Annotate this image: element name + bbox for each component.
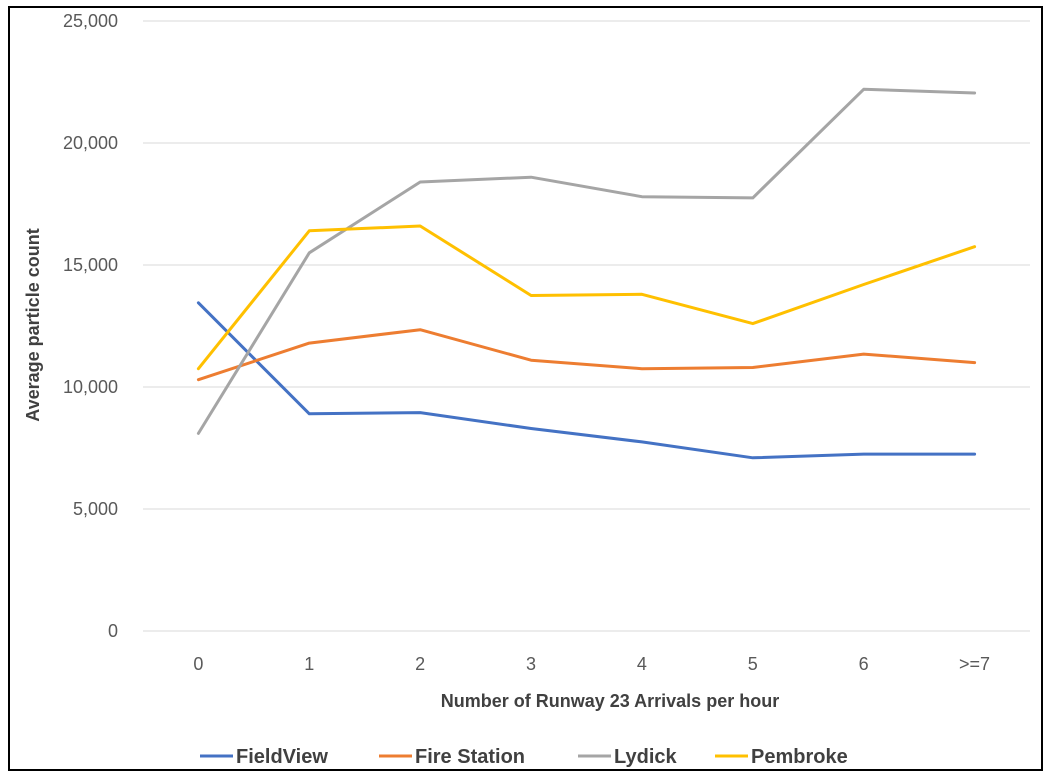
series-line-fieldview (196, 301, 977, 460)
y-tick-label: 15,000 (63, 255, 118, 275)
y-tick-label: 5,000 (73, 499, 118, 519)
x-axis-ticks: 0 1 2 3 4 5 6 >=7 (193, 654, 990, 674)
legend: FieldView Fire Station Lydick Pembroke (200, 746, 848, 768)
legend-item: Fire Station (379, 746, 525, 768)
series-line-lydick (196, 87, 977, 435)
y-tick-label: 0 (108, 621, 118, 641)
x-tick-label: 3 (526, 654, 536, 674)
x-tick-label: >=7 (959, 654, 990, 674)
y-tick-label: 25,000 (63, 11, 118, 31)
chart-frame (8, 6, 1043, 771)
y-axis-title: Average particle count (23, 228, 43, 421)
x-axis-title: Number of Runway 23 Arrivals per hour (441, 691, 779, 711)
series-line-fire-station (196, 328, 977, 382)
legend-label: Lydick (614, 746, 677, 768)
gridlines (143, 20, 1030, 632)
legend-label: Pembroke (751, 746, 848, 768)
x-tick-label: 4 (637, 654, 647, 674)
series-lines (196, 87, 977, 460)
series-line-pembroke (196, 224, 977, 371)
legend-label: FieldView (236, 746, 328, 768)
legend-item: Pembroke (715, 746, 848, 768)
x-tick-label: 0 (193, 654, 203, 674)
y-tick-label: 20,000 (63, 133, 118, 153)
legend-item: Lydick (578, 746, 677, 768)
y-tick-label: 10,000 (63, 377, 118, 397)
x-tick-label: 1 (304, 654, 314, 674)
x-tick-label: 5 (748, 654, 758, 674)
x-tick-label: 6 (859, 654, 869, 674)
x-tick-label: 2 (415, 654, 425, 674)
legend-label: Fire Station (415, 746, 525, 768)
legend-item: FieldView (200, 746, 328, 768)
y-axis-ticks: 0 5,000 10,000 15,000 20,000 25,000 (63, 11, 118, 641)
